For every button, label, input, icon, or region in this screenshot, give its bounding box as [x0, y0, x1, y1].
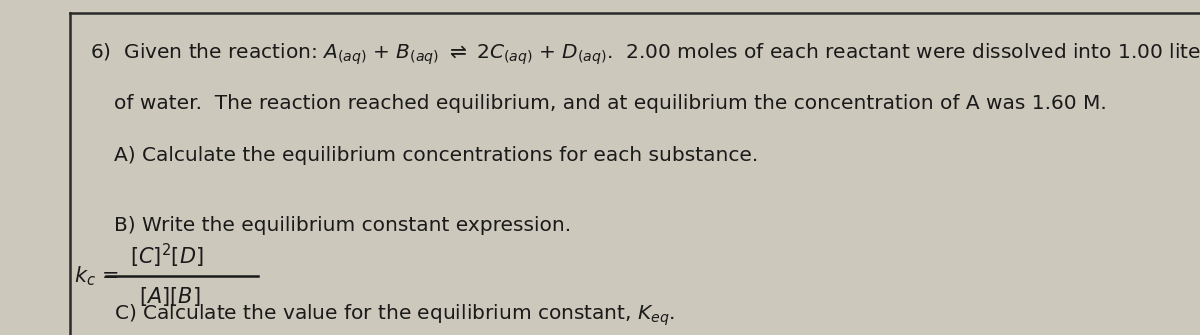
- Text: C) Calculate the value for the equilibrium constant, $K_{eq}$.: C) Calculate the value for the equilibri…: [114, 302, 674, 328]
- Text: A) Calculate the equilibrium concentrations for each substance.: A) Calculate the equilibrium concentrati…: [114, 146, 758, 165]
- Text: $[C]^2[D]$: $[C]^2[D]$: [130, 242, 203, 270]
- Text: B) Write the equilibrium constant expression.: B) Write the equilibrium constant expres…: [114, 216, 571, 235]
- Text: 6)  Given the reaction: $A_{(aq)}$ + $B_{(aq)}$ $\rightleftharpoons$ $2C_{(aq)}$: 6) Given the reaction: $A_{(aq)}$ + $B_{…: [90, 42, 1200, 67]
- Text: $k_c$ =: $k_c$ =: [74, 265, 119, 288]
- Text: of water.  The reaction reached equilibrium, and at equilibrium the concentratio: of water. The reaction reached equilibri…: [114, 94, 1106, 113]
- Text: $[A][B]$: $[A][B]$: [139, 285, 200, 308]
